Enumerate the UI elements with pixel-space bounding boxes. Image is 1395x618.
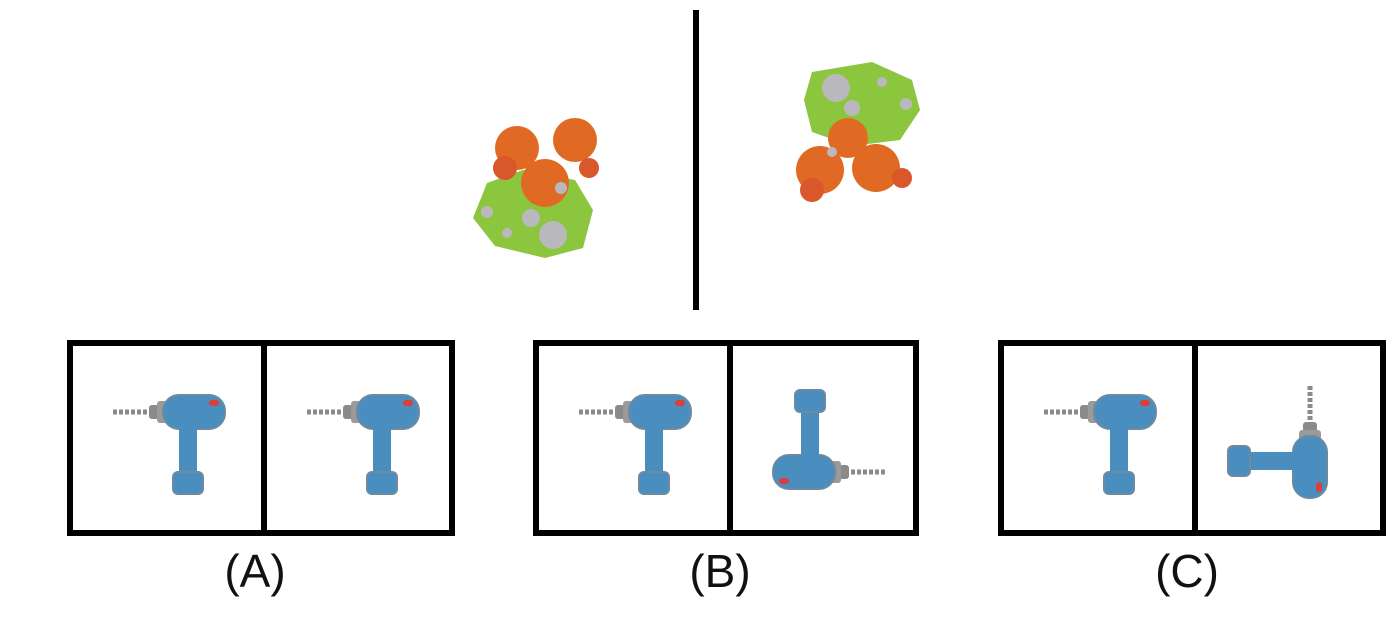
drill-icon <box>1044 395 1156 494</box>
option-c-separator <box>1192 346 1198 530</box>
option-a-separator <box>261 346 267 530</box>
autumn-tree-island-icon <box>465 108 625 263</box>
option-b-panel[interactable] <box>533 340 919 536</box>
option-c-label: (C) <box>1155 545 1219 597</box>
drill-icon <box>307 395 419 494</box>
option-a-right-image <box>267 346 449 530</box>
drill-rotated-icon <box>773 390 885 489</box>
option-c-panel[interactable] <box>998 340 1386 536</box>
center-divider <box>693 10 699 310</box>
option-a-left-image <box>73 346 261 530</box>
option-a-label: (A) <box>224 545 286 597</box>
option-c-right-image <box>1198 346 1380 530</box>
option-b-right-image <box>733 346 913 530</box>
drill-rotated-icon <box>1228 386 1327 498</box>
drill-icon <box>579 395 691 494</box>
autumn-tree-island-rotated-icon <box>772 60 932 215</box>
option-c-left-image <box>1004 346 1192 530</box>
option-b-left-image <box>539 346 727 530</box>
drill-icon <box>113 395 225 494</box>
option-b-label: (B) <box>689 545 751 597</box>
option-b-separator <box>727 346 733 530</box>
option-a-panel[interactable] <box>67 340 455 536</box>
